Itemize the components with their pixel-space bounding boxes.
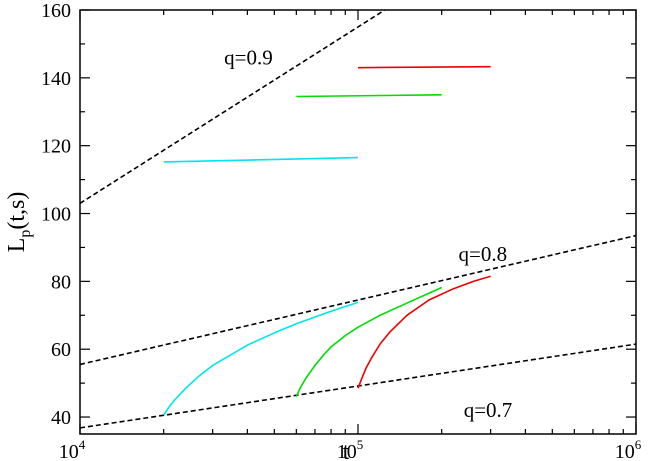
y-axis-title-suffix: (t,s) <box>4 192 30 230</box>
annotation-label: q=0.8 <box>459 242 508 266</box>
x-tick-label: 106 <box>615 437 642 461</box>
annotation-label: q=0.7 <box>464 398 513 422</box>
y-axis-title-main: L <box>4 238 30 253</box>
svg-text:Lp(t,s): Lp(t,s) <box>4 192 34 253</box>
y-tick-label: 60 <box>51 339 71 361</box>
y-tick-label: 140 <box>41 68 71 90</box>
dashed-line-q-0-8 <box>80 234 636 366</box>
plot-area <box>80 10 636 429</box>
series-line-2 <box>296 94 442 98</box>
y-axis-title-subscript: p <box>17 230 34 238</box>
series-line-5 <box>295 286 443 398</box>
dashed-line-q-0-9 <box>80 10 387 205</box>
series-line-3 <box>357 65 491 69</box>
y-tick-label: 40 <box>51 407 71 429</box>
y-tick-label: 80 <box>51 271 71 293</box>
series-line-1 <box>163 156 359 163</box>
dashed-line-q-0-7 <box>80 343 636 429</box>
y-tick-label: 120 <box>41 136 71 158</box>
annotation-label: q=0.9 <box>224 45 273 69</box>
x-axis-title: t <box>343 439 350 461</box>
series-line-6 <box>357 275 491 389</box>
x-tick-label: 104 <box>59 437 86 461</box>
series-line-4 <box>163 301 359 416</box>
y-axis-title: Lp(t,s) <box>4 192 34 253</box>
y-tick-label: 100 <box>41 204 71 226</box>
axis-ticks <box>79 9 637 434</box>
y-tick-label: 160 <box>41 0 71 22</box>
x-tick-label: 105 <box>337 437 364 461</box>
tick-labels: 40 60 80 100 120 140 160 104 105 106 <box>41 0 642 461</box>
annotations: q=0.9 q=0.8 q=0.7 <box>224 45 512 422</box>
